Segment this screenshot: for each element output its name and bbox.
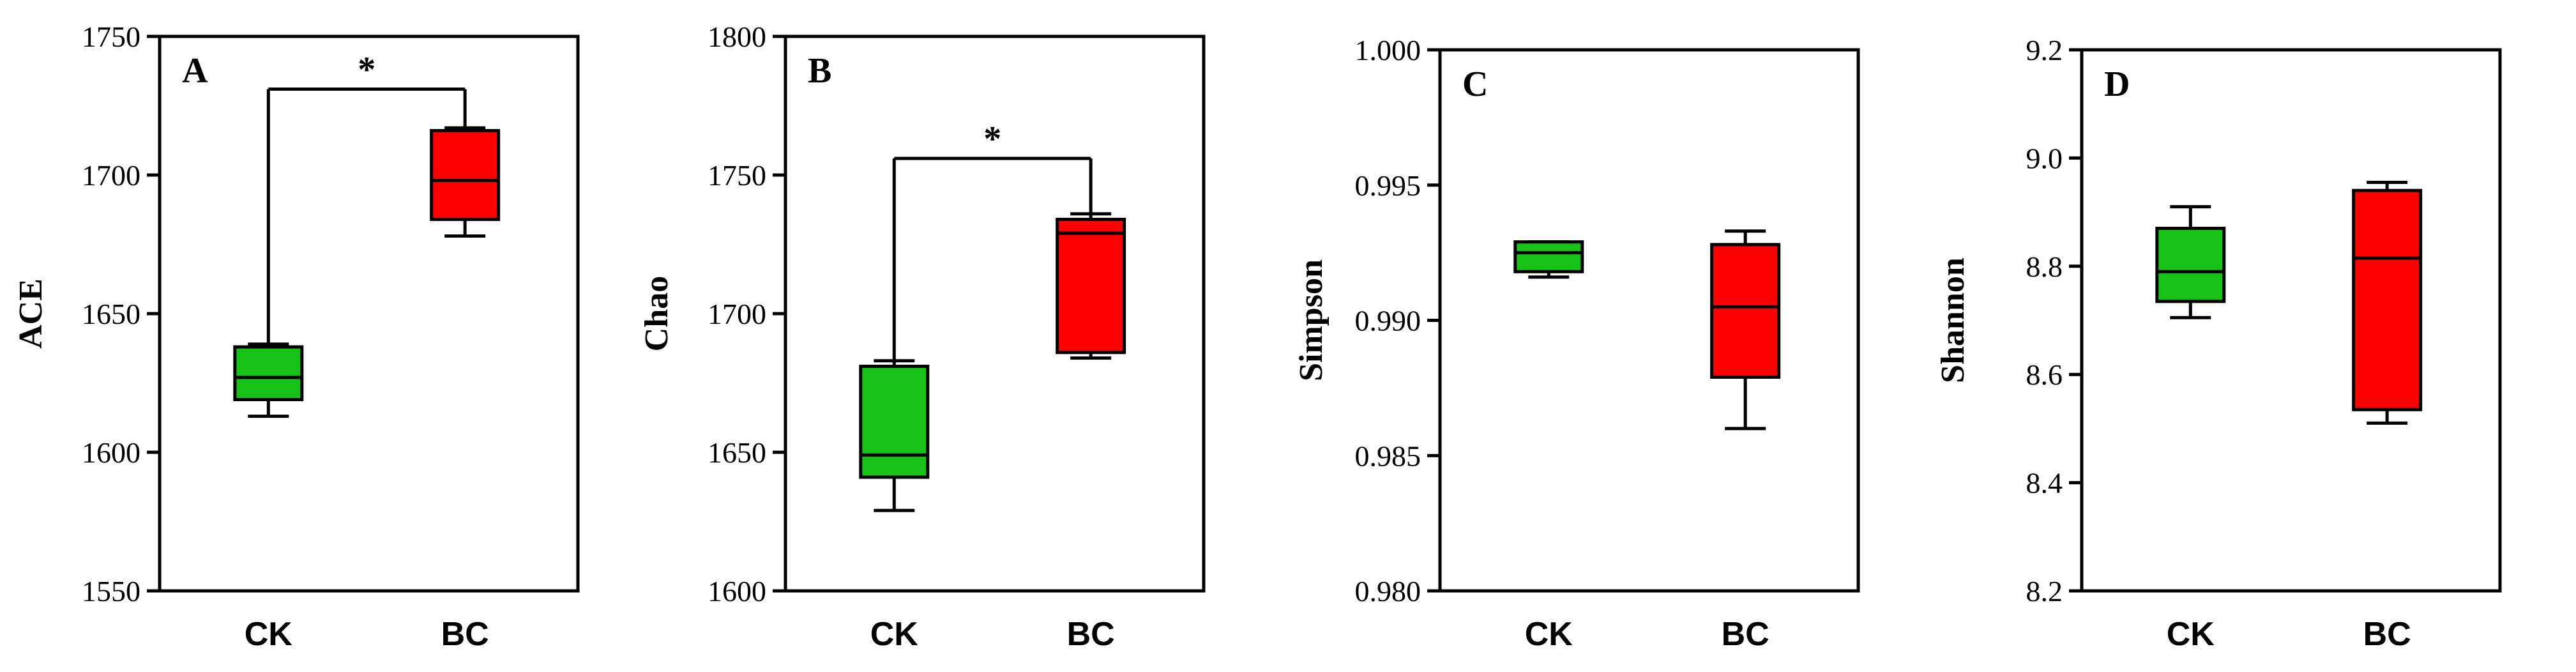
panel-b-significance-star: *	[983, 119, 1001, 159]
panel-b-ytick-label: 1750	[708, 159, 766, 192]
panel-d-ytick-label: 8.8	[2026, 250, 2063, 283]
panel-b-category-label: BC	[1067, 616, 1115, 653]
panel-b-ytick-label: 1650	[708, 436, 766, 469]
panel-d-box-bc	[2352, 181, 2423, 425]
panel-d: 8.2 8.4 8.6 8.8 9.0 9.2 Shannon D CK BC	[1935, 34, 2502, 653]
panel-a-ytick-label: 1700	[82, 159, 140, 192]
panel-b-box-bc-iqr	[1056, 217, 1126, 355]
panel-a-significance: *	[266, 50, 467, 344]
panel-d-ytick-label: 9.2	[2026, 34, 2063, 66]
panel-d-frame	[2080, 48, 2502, 593]
panel-a-ytick-label: 1750	[82, 20, 140, 53]
panel-d-box-ck	[2155, 205, 2226, 319]
panel-d-letter: D	[2104, 65, 2130, 104]
panel-b: 1600 1650 1700 1750 1800 Chao B CK BC *	[639, 20, 1206, 653]
panel-d-ytick-label: 8.2	[2026, 575, 2063, 607]
panel-c-ytick-label: 1.000	[1355, 34, 1421, 66]
panel-d-ylabel: Shannon	[1935, 257, 1971, 383]
panel-a-significance-star: *	[358, 50, 375, 89]
panel-d-ytick-label: 8.6	[2026, 358, 2063, 391]
panel-b-box-bc	[1056, 212, 1126, 360]
panel-d-box-ck-iqr	[2155, 227, 2226, 303]
panel-c-frame	[1438, 48, 1860, 593]
panel-a-box-ck-iqr	[233, 345, 304, 402]
panel-c-ytick-label: 0.995	[1355, 169, 1421, 202]
panel-a-ytick-label: 1550	[82, 575, 140, 607]
panel-b-letter: B	[808, 51, 831, 91]
panel-c: 0.980 0.985 0.990 0.995 1.000 Simpson C CK BC	[1293, 34, 1860, 653]
panel-c-box-bc-iqr	[1710, 243, 1781, 379]
panel-c-box-ck-iqr	[1513, 240, 1584, 273]
panel-c-category-label: CK	[1525, 616, 1573, 653]
panel-a-frame	[158, 34, 580, 593]
panel-a-category-label: BC	[441, 616, 489, 653]
panel-a-category-label: CK	[245, 616, 293, 653]
panel-b-category-label: CK	[870, 616, 919, 653]
panel-d-ytick-label: 9.0	[2026, 142, 2063, 174]
panel-b-significance: *	[892, 119, 1093, 361]
panel-d-category-label: CK	[2167, 616, 2215, 653]
panel-b-ylabel: Chao	[639, 276, 675, 351]
panel-a-letter: A	[182, 51, 208, 91]
panel-c-ytick-label: 0.980	[1355, 575, 1421, 607]
panel-d-ytick-label: 8.4	[2026, 467, 2063, 500]
panel-a-ylabel: ACE	[13, 279, 49, 349]
panel-a-box-bc	[430, 126, 501, 238]
panel-c-ylabel: Simpson	[1293, 259, 1330, 381]
panel-b-ytick-label: 1800	[708, 20, 766, 53]
panel-c-category-label: BC	[1722, 616, 1769, 653]
panel-a-ytick-label: 1600	[82, 436, 140, 469]
panel-c-box-ck	[1513, 240, 1584, 279]
panel-c-ytick-label: 0.990	[1355, 305, 1421, 337]
panel-b-ytick-label: 1700	[708, 298, 766, 330]
panel-c-letter: C	[1462, 65, 1488, 104]
panel-b-box-ck-iqr	[859, 364, 930, 479]
panel-a-box-ck	[233, 342, 304, 418]
panel-c-box-bc	[1710, 229, 1781, 431]
panel-b-ytick-label: 1600	[708, 575, 766, 607]
panel-a-box-bc-iqr	[430, 129, 501, 221]
panel-d-category-label: BC	[2363, 616, 2411, 653]
panel-d-box-bc-iqr	[2352, 188, 2423, 411]
panel-a-ytick-label: 1650	[82, 298, 140, 330]
panel-a: 1550 1600 1650 1700 1750 ACE A CK BC *	[13, 20, 580, 653]
panel-c-ytick-label: 0.985	[1355, 439, 1421, 472]
panel-b-box-ck	[859, 359, 930, 512]
